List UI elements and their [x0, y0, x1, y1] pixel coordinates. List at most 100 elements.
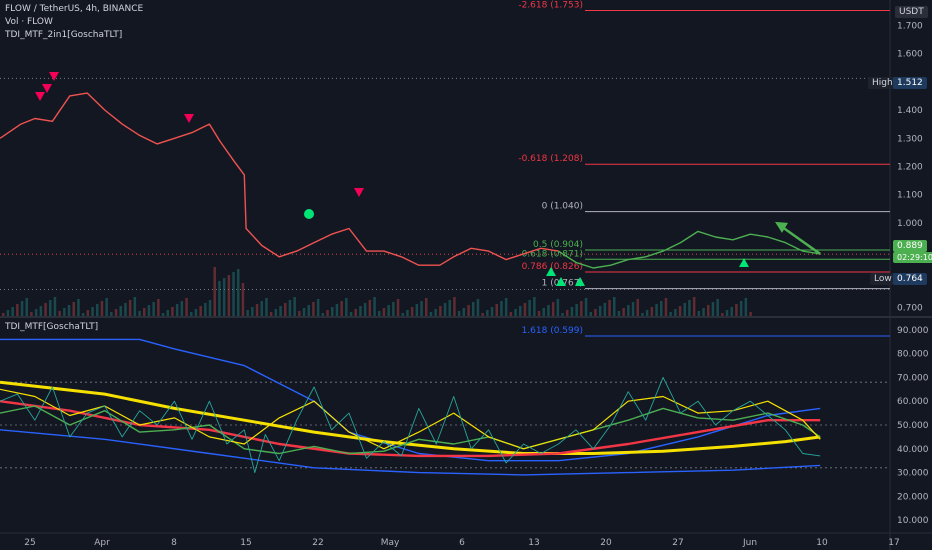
volume-bar: [166, 310, 169, 316]
volume-bar: [650, 307, 654, 316]
projection-arrow-head: [775, 221, 788, 233]
time-label: 13: [528, 538, 539, 548]
volume-bar: [260, 301, 263, 316]
osc-tick-label: 60.000: [897, 397, 929, 407]
volume-bar: [420, 301, 423, 316]
buy-signal-marker: [739, 258, 749, 267]
volume-bar: [425, 298, 428, 316]
volume-bar: [410, 307, 414, 316]
volume-bar: [472, 302, 475, 316]
volume-bar: [678, 306, 682, 316]
volume-bar: [368, 300, 372, 316]
volume-bar: [660, 301, 663, 316]
volume-bar: [721, 313, 724, 316]
volume-bar: [749, 312, 752, 316]
currency-button[interactable]: USDT: [895, 6, 928, 18]
volume-bar: [519, 306, 522, 316]
time-label: 15: [240, 538, 251, 548]
volume-bar: [594, 309, 597, 316]
volume-bar: [119, 306, 122, 316]
volume-bar: [434, 309, 437, 316]
volume-bar: [25, 298, 28, 316]
volume-bar: [570, 307, 574, 316]
volume-bar: [147, 305, 151, 316]
high-label: High: [868, 77, 897, 89]
volume-bar: [67, 305, 71, 316]
volume-bar: [171, 307, 174, 316]
volume-bar: [378, 311, 381, 316]
volume-bar: [448, 300, 451, 316]
osc-tick-label: 30.000: [897, 469, 929, 479]
volume-bar: [251, 307, 254, 316]
volume-bar: [302, 308, 306, 316]
volume-bar: [584, 298, 588, 316]
osc-tick-label: 20.000: [897, 492, 929, 502]
volume-bar: [237, 269, 240, 316]
volume-bar: [345, 298, 348, 316]
volume-bar: [467, 305, 470, 316]
low-label: Low: [870, 273, 896, 285]
volume-bar: [100, 301, 104, 316]
buy-signal-marker: [546, 267, 556, 276]
volume-bar: [641, 313, 644, 316]
time-label: 17: [888, 538, 899, 548]
volume-bar: [613, 297, 616, 316]
volume-bar: [533, 297, 536, 316]
price-tick-label: 1.300: [897, 134, 923, 144]
time-label: Apr: [94, 538, 110, 548]
time-label: May: [381, 538, 400, 548]
volume-bar: [232, 272, 235, 316]
tdi-rsi-line: [0, 376, 821, 474]
volume-bar: [443, 303, 447, 316]
volume-bar: [105, 298, 108, 316]
volume-bar: [208, 300, 212, 316]
sell-signal-marker: [35, 92, 45, 101]
volume-bar: [739, 301, 743, 316]
volume-bar: [128, 300, 132, 316]
volume-bar: [547, 305, 550, 316]
volume-bar: [288, 300, 292, 316]
volume-bar: [453, 297, 456, 316]
volume-bar: [645, 310, 649, 316]
price-tick-label: 1.700: [897, 21, 923, 31]
last-price-badge: 0.889: [893, 240, 927, 252]
price-tick-label: 1.200: [897, 162, 923, 172]
countdown-badge: 02:29:10: [893, 252, 932, 263]
buy-signal-marker: [575, 277, 585, 286]
volume-bar: [34, 309, 38, 316]
osc-tick-label: 50.000: [897, 421, 929, 431]
volume-bar: [692, 297, 696, 316]
volume-bar: [725, 310, 729, 316]
volume-bar: [335, 304, 339, 316]
volume-bar: [39, 306, 43, 316]
sell-signal-marker: [184, 114, 194, 123]
osc-tick-label: 90.000: [897, 326, 929, 336]
fib-level-label: -2.618 (1.753): [518, 0, 583, 10]
volume-bar: [523, 303, 527, 316]
sell-signal-marker: [49, 72, 59, 81]
volume-bar: [688, 300, 691, 316]
fib-level-label: -0.618 (1.208): [518, 154, 583, 164]
volume-bar: [598, 306, 602, 316]
volume-bar: [218, 281, 221, 316]
volume-bar: [636, 299, 639, 316]
volume-bar: [387, 305, 390, 316]
volume-bar: [349, 312, 353, 316]
volume-bar: [199, 306, 202, 316]
volume-bar: [683, 303, 686, 316]
osc-tick-label: 40.000: [897, 445, 929, 455]
volume-bar: [617, 311, 621, 316]
volume-bar: [11, 307, 14, 316]
volume-bar: [504, 298, 508, 316]
tdi-lower-band: [0, 429, 821, 476]
volume-bar: [86, 310, 90, 316]
volume-bar: [500, 301, 503, 316]
volume-bar: [495, 304, 498, 316]
volume-bar: [406, 310, 409, 316]
tdi-fast-line: [0, 388, 821, 450]
volume-bar: [58, 311, 61, 316]
volume-bar: [396, 299, 400, 316]
volume-bar: [194, 309, 198, 316]
volume-bar: [190, 312, 193, 316]
